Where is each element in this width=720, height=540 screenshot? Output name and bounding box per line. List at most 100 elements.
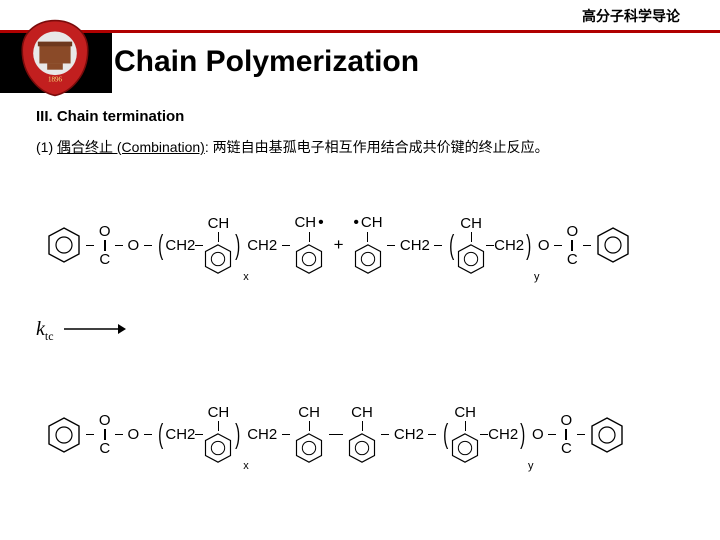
- title-band: 1896 Chain Polymerization: [0, 30, 720, 90]
- carbonyl-carbon: C: [99, 252, 110, 267]
- paren-open: (: [449, 237, 454, 254]
- ch-label: CH: [208, 216, 230, 231]
- benzene-icon: [294, 243, 324, 275]
- carbonyl-oxygen: O: [561, 413, 573, 428]
- repeat-index: x: [243, 460, 249, 472]
- bond-vertical: [309, 232, 310, 242]
- university-logo: 1896: [10, 19, 100, 97]
- bond: [577, 434, 585, 435]
- ch-phenyl-radical-left: CH: [353, 215, 383, 275]
- ch2-label: CH2: [488, 427, 518, 442]
- repeat-index: x: [243, 271, 249, 283]
- repeat-index: y: [534, 271, 540, 283]
- ch2-label: CH2: [247, 238, 277, 253]
- carbonyl-carbon: C: [567, 252, 578, 267]
- slide-title: Chain Polymerization: [114, 45, 419, 79]
- bond-vertical: [465, 421, 466, 431]
- ch2-label: CH2: [165, 427, 195, 442]
- bond-vertical: [309, 421, 310, 431]
- ch-label: CH: [351, 405, 373, 420]
- double-bond: [571, 240, 573, 251]
- bond: [548, 434, 556, 435]
- oxygen-atom: O: [538, 238, 550, 253]
- content-area: III. Chain termination (1) 偶合终止 (Combina…: [0, 90, 720, 157]
- bond: [144, 245, 152, 246]
- ch-phenyl: CH: [456, 216, 486, 275]
- ch-label: CH: [454, 405, 476, 420]
- ch2-label: CH2: [247, 427, 277, 442]
- bond: [144, 434, 152, 435]
- ch-label: CH: [460, 216, 482, 231]
- benzene-icon: [203, 432, 233, 464]
- plus-sign: +: [334, 235, 344, 255]
- bond: [282, 245, 290, 246]
- benzene-icon: [595, 226, 631, 264]
- ch-label: CH: [298, 405, 320, 420]
- paren-close: ): [520, 426, 525, 443]
- carbonyl-carbon: C: [561, 441, 572, 456]
- rate-sub: tc: [45, 329, 54, 343]
- reaction-scheme-reactants: O C O ( CH2 CH ) x CH2 CH + CH: [46, 215, 686, 275]
- paren-close: ): [526, 237, 531, 254]
- double-bond: [104, 429, 106, 440]
- rate-constant-block: ktc: [36, 318, 126, 344]
- carbonyl-carbon: C: [99, 441, 110, 456]
- ch-phenyl: CH: [203, 405, 233, 464]
- bond-vertical: [367, 232, 368, 242]
- benzene-icon: [456, 243, 486, 275]
- bond: [282, 434, 290, 435]
- bond: [195, 245, 203, 246]
- benzene-icon: [46, 416, 82, 454]
- definition-line: (1) 偶合终止 (Combination): 两链自由基孤电子相互作用结合成共…: [36, 137, 690, 157]
- repeat-unit-x: ( CH2 CH ) x: [156, 216, 243, 275]
- colon: :: [205, 139, 213, 155]
- bond: [115, 245, 123, 246]
- course-header: 高分子科学导论: [0, 0, 720, 30]
- benzene-icon: [203, 243, 233, 275]
- bond: [329, 434, 343, 435]
- term-en: (Combination): [113, 139, 205, 155]
- course-name: 高分子科学导论: [582, 8, 680, 24]
- rate-k: k: [36, 318, 45, 340]
- carbonyl-group: O C: [99, 224, 111, 267]
- ch-radical-label: CH: [353, 215, 382, 231]
- bond-vertical: [218, 421, 219, 431]
- bond: [86, 245, 94, 246]
- oxygen-atom: O: [127, 427, 139, 442]
- reaction-scheme-product: O C O ( CH2 CH ) x CH2 CH CH: [46, 405, 686, 464]
- ch2-label: CH2: [394, 427, 424, 442]
- repeat-unit-y: ( CH CH2 ) y: [441, 405, 528, 464]
- bond: [434, 245, 442, 246]
- paren-open: (: [158, 237, 163, 254]
- ch-label: CH: [208, 405, 230, 420]
- bond: [428, 434, 436, 435]
- carbonyl-group: O C: [566, 224, 578, 267]
- term-cn: 偶合终止: [57, 139, 113, 155]
- double-bond: [104, 240, 106, 251]
- bond: [486, 245, 494, 246]
- ch-phenyl: CH: [294, 405, 324, 464]
- repeat-index: y: [528, 460, 534, 472]
- ch-phenyl: CH: [450, 405, 480, 464]
- svg-text:1896: 1896: [48, 75, 63, 83]
- benzene-icon: [347, 432, 377, 464]
- definition-text: 两链自由基孤电子相互作用结合成共价键的终止反应。: [213, 139, 549, 155]
- repeat-unit-x: ( CH2 CH ) x: [156, 405, 243, 464]
- reaction-arrow-icon: [64, 320, 126, 343]
- ch2-label: CH2: [494, 238, 524, 253]
- ch-radical-label: CH: [294, 215, 323, 231]
- bond-vertical: [362, 421, 363, 431]
- benzene-icon: [46, 226, 82, 264]
- bond-vertical: [471, 232, 472, 242]
- bond: [381, 434, 389, 435]
- bond: [583, 245, 591, 246]
- paren-open: (: [443, 426, 448, 443]
- bond: [480, 434, 488, 435]
- double-bond: [565, 429, 567, 440]
- bond: [387, 245, 395, 246]
- ch-phenyl: CH: [203, 216, 233, 275]
- repeat-unit-y: ( CH CH2 ) y: [447, 216, 534, 275]
- benzene-icon: [353, 243, 383, 275]
- rate-constant-symbol: ktc: [36, 318, 54, 344]
- bullet-prefix: (1): [36, 139, 57, 155]
